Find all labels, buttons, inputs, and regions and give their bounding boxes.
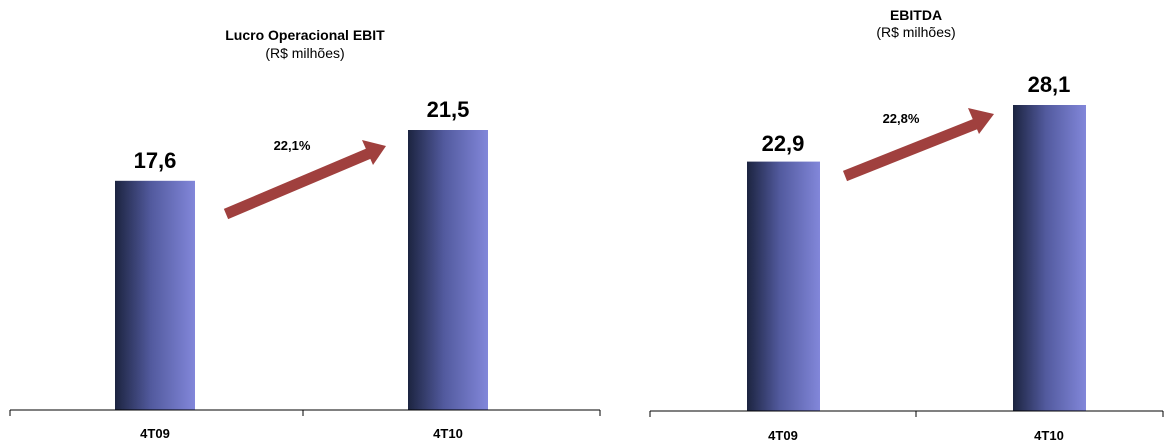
chart-subtitle: (R$ milhões) bbox=[265, 45, 344, 61]
value-label-4t09: 22,9 bbox=[762, 131, 805, 156]
bar-4t09 bbox=[747, 161, 820, 411]
chart-subtitle: (R$ milhões) bbox=[876, 24, 955, 40]
bar-4t10 bbox=[408, 130, 488, 410]
category-label-4t09: 4T09 bbox=[768, 428, 798, 441]
chart-title: EBITDA bbox=[890, 7, 942, 23]
value-label-4t09: 17,6 bbox=[134, 148, 177, 173]
value-label-4t10: 21,5 bbox=[427, 97, 470, 122]
chart-title: Lucro Operacional EBIT bbox=[225, 27, 385, 43]
growth-label: 22,1% bbox=[274, 138, 311, 153]
bar-4t09 bbox=[115, 180, 195, 410]
growth-label: 22,8% bbox=[883, 111, 920, 126]
category-label-4t10: 4T10 bbox=[433, 426, 463, 441]
chart-ebit: Lucro Operacional EBIT (R$ milhões) 17,6… bbox=[9, 27, 601, 441]
chart-ebitda: EBITDA (R$ milhões) 22,9 28,1 22,8% 4T09… bbox=[649, 7, 1164, 441]
category-label-4t09: 4T09 bbox=[140, 426, 170, 441]
category-label-4t10: 4T10 bbox=[1034, 428, 1064, 441]
bar-4t10 bbox=[1013, 105, 1086, 411]
growth-arrow-icon bbox=[223, 140, 386, 220]
value-label-4t10: 28,1 bbox=[1028, 72, 1071, 97]
growth-arrow-icon bbox=[842, 108, 994, 182]
